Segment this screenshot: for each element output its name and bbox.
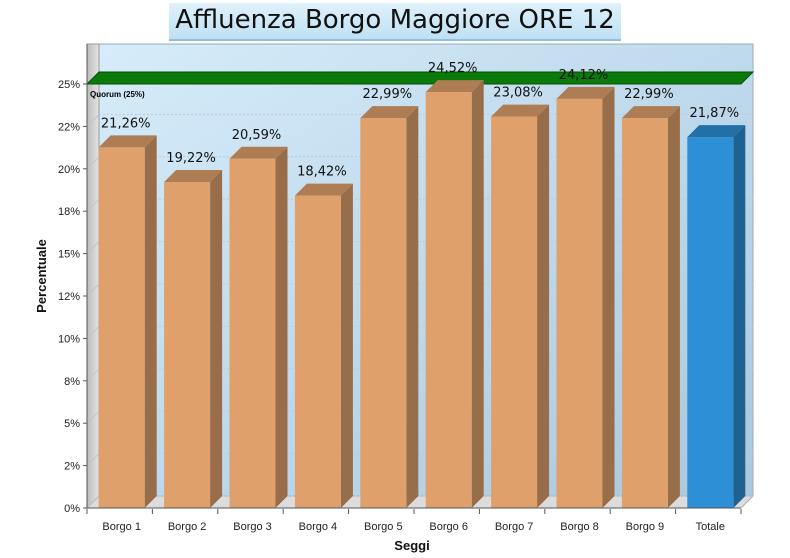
y-tick-label: 20% [58,164,80,176]
bar [556,98,603,508]
bar [621,118,668,508]
gridline-side [86,156,100,170]
gridline-side [86,453,100,466]
bar-borgo-7 [491,104,550,508]
value-label: 22,99% [363,87,413,102]
bar-borgo-6 [425,80,484,508]
bar-borgo-9 [621,106,680,508]
bar-top [360,106,419,119]
bar [98,147,145,508]
bar-borgo-3 [229,146,288,509]
bar-borgo-4 [294,183,353,508]
quorum-label: Quorum (25%) [90,90,145,99]
bar [687,137,734,509]
gridline-side [86,495,100,509]
gridline-side [86,283,100,297]
bar-side [406,106,419,508]
value-label: 18,42% [297,165,347,180]
bar-top [621,106,680,119]
bar [491,116,538,508]
x-tick-label: Borgo 5 [364,521,403,533]
x-tick-label: Borgo 9 [626,521,665,533]
y-tick-label: 10% [58,333,80,345]
x-tick-label: Totale [696,521,725,533]
bar-top [294,183,353,196]
left-wall [86,43,100,510]
y-tick-label: 22% [58,121,80,133]
x-tick-label: Borgo 3 [233,521,272,533]
chart-title: Affluenza Borgo Maggiore ORE 12 [169,3,621,41]
bar-side [275,146,288,509]
y-tick-label: 18% [58,206,80,218]
bar-side [602,86,615,508]
bar-totale [687,125,746,509]
gridline-side [86,326,100,339]
bar-borgo-1 [98,135,157,508]
bar-side [144,135,157,508]
bar-side [210,170,223,508]
y-tick-label: 0% [64,503,80,515]
bar [425,92,472,508]
y-tick-label: 12% [58,291,80,303]
bar-top [164,170,223,183]
quorum-line [85,71,755,85]
bar [164,182,211,508]
y-tick-label: 8% [64,376,80,388]
bar [229,158,276,509]
bar [360,118,407,508]
value-label: 21,26% [101,116,151,131]
bar-side [667,106,680,508]
value-label: 19,22% [166,151,216,166]
bar-top [556,86,615,99]
bar-side [340,183,353,508]
gridline-side [86,114,100,127]
value-label: 24,12% [559,68,609,83]
bar-top [229,146,288,159]
bar [294,195,341,508]
bar-side [471,80,484,508]
bar-side [733,125,746,508]
bar-top [425,80,484,93]
x-tick-label: Borgo 4 [299,521,338,533]
gridline-side [86,198,100,212]
value-label: 23,08% [493,86,543,101]
value-label: 22,99% [624,87,674,102]
y-tick-label: 5% [64,418,80,430]
x-tick-label: Borgo 2 [168,521,207,533]
value-label: 24,52% [428,61,478,76]
gridline-side [86,368,100,382]
bar-borgo-8 [556,86,615,508]
y-axis-title: Percentuale [34,239,49,313]
bar-top [687,125,746,138]
value-label: 21,87% [690,106,740,121]
bar-borgo-2 [164,170,223,508]
value-label: 20,59% [232,128,282,143]
y-tick-label: 25% [58,79,80,91]
bar-top [491,104,550,117]
gridline-side [86,410,100,424]
bar-top [98,135,157,148]
x-tick-label: Borgo 7 [495,521,534,533]
y-tick-label: 2% [64,461,80,473]
bar-side [537,104,550,508]
x-axis-title: Seggi [394,538,429,553]
y-tick-label: 15% [58,249,80,261]
gridline-side [86,241,100,254]
x-tick-label: Borgo 8 [560,521,599,533]
x-tick-label: Borgo 1 [102,521,141,533]
bar-borgo-5 [360,106,419,508]
x-tick-label: Borgo 6 [429,521,468,533]
title-bar: Affluenza Borgo Maggiore ORE 12 [0,0,790,44]
